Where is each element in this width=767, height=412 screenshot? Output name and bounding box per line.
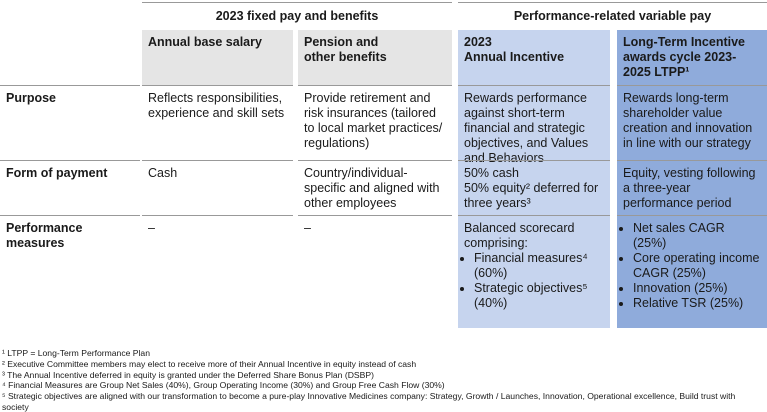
cell: – [298,215,452,328]
cell: – [142,215,293,328]
cell-text: Balanced scorecard comprising: [464,221,575,250]
footnote: ² Executive Committee members may elect … [2,358,417,369]
column-bg [458,30,610,328]
column-bg [617,30,767,328]
cell: Reflects responsibilities, experience an… [142,85,293,160]
footnote: ¹ LTPP = Long-Term Performance Plan [2,348,150,358]
column-bg [142,30,293,85]
cell: Net sales CAGR (25%)Core operating incom… [617,215,767,328]
column-header: Long-Term Incentive awards cycle 2023-20… [623,35,746,79]
bullet: Relative TSR (25%) [633,296,761,311]
cell: Equity, vesting following a three-year p… [617,160,767,215]
row-label: Purpose [0,85,140,160]
cell: 50% cash 50% equity² deferred for three … [458,160,610,215]
column-header: Annual base salary [148,35,262,49]
column-header: 2023 Annual Incentive [464,35,565,64]
bullet: Innovation (25%) [633,281,761,296]
column-header: Pension and other benefits [304,35,387,64]
bullet: Financial measures⁴ (60%) [474,251,604,281]
bullet: Strategic objectives⁵ (40%) [474,281,604,311]
group-header: Performance-related variable pay [458,2,767,30]
cell: Country/individual-specific and aligned … [298,160,452,215]
cell: Balanced scorecard comprising:Financial … [458,215,610,328]
column-bg [298,30,452,85]
cell: Rewards performance against short-term f… [458,85,610,165]
cell: Cash [142,160,293,215]
footnote: ⁵ Strategic objectives are aligned with … [2,391,736,412]
row-label: Performance measures [0,215,140,328]
bullet-list: Net sales CAGR (25%)Core operating incom… [623,221,761,311]
row-label: Form of payment [0,160,140,215]
bullet-list: Financial measures⁴ (60%)Strategic objec… [464,251,604,311]
group-header: 2023 fixed pay and benefits [142,2,452,30]
bullet: Core operating income CAGR (25%) [633,251,761,281]
footnote: ⁴ Financial Measures are Group Net Sales… [2,380,445,391]
bullet: Net sales CAGR (25%) [633,221,761,251]
footnote: ³ The Annual Incentive deferred in equit… [2,369,374,380]
cell: Provide retirement and risk insurances (… [298,85,452,160]
cell: Rewards long-term share­holder value cre… [617,85,767,160]
